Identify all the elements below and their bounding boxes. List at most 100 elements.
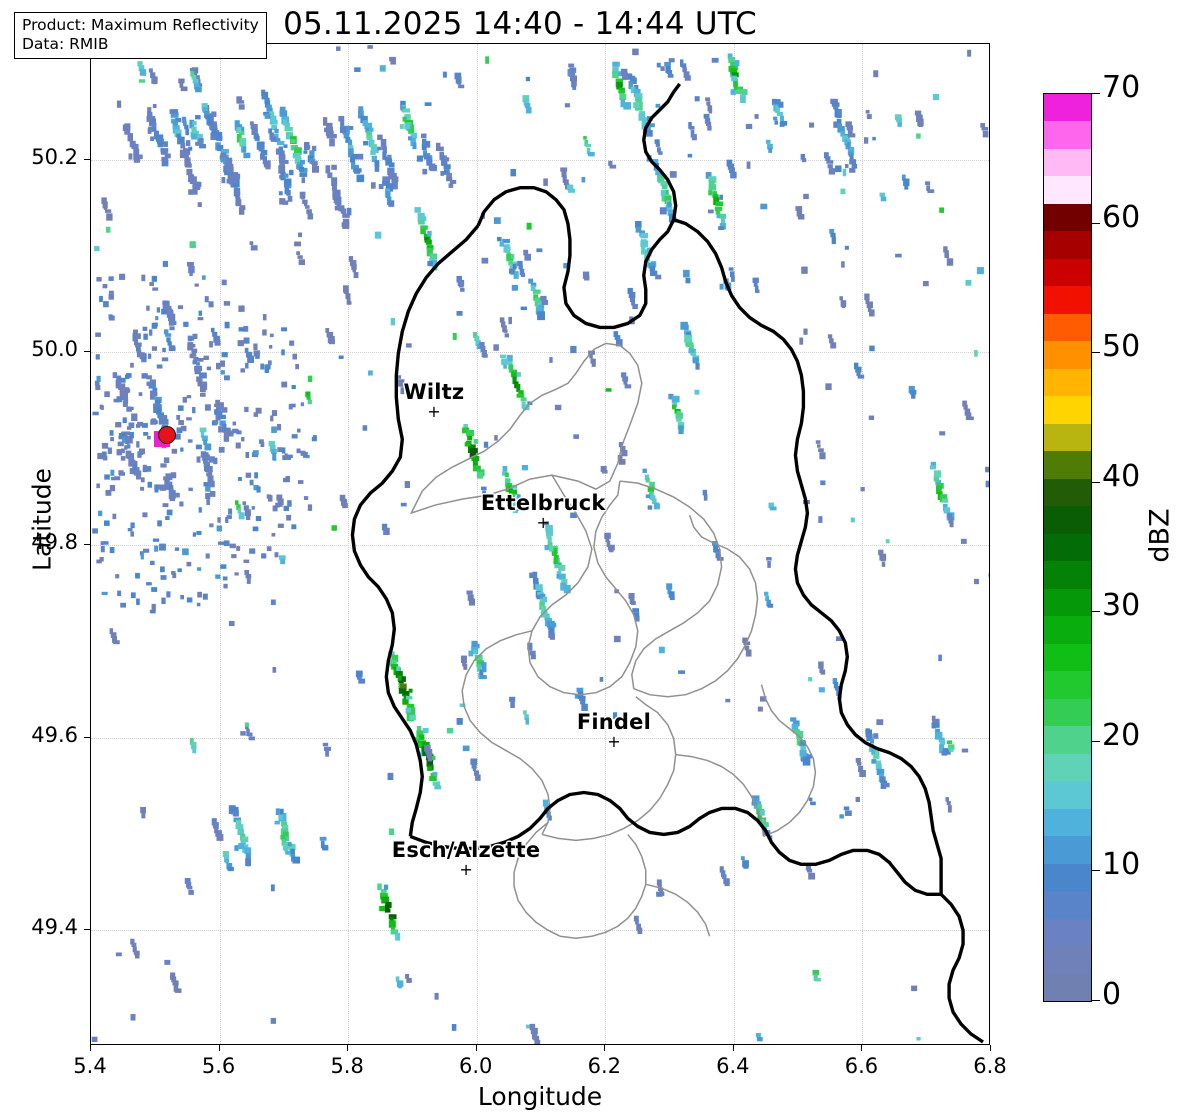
- radar-echo-pixel: [573, 79, 577, 87]
- radar-echo-pixel: [875, 763, 882, 770]
- radar-echo-pixel: [406, 703, 415, 709]
- radar-echo-pixel: [237, 828, 244, 836]
- colorbar-tick-label: 20: [1102, 717, 1141, 753]
- radar-echo-pixel: [363, 141, 369, 146]
- gridline-vertical: [348, 44, 350, 1044]
- radar-echo-pixel: [192, 333, 198, 340]
- radar-echo-pixel: [398, 676, 406, 682]
- radar-echo-pixel: [962, 400, 967, 407]
- colorbar-tick: [1091, 222, 1100, 224]
- radar-echo-pixel: [464, 442, 471, 447]
- radar-echo-pixel: [404, 123, 411, 130]
- radar-echo-pixel: [472, 649, 477, 655]
- radar-echo-pixel: [176, 133, 181, 138]
- radar-echo-pixel: [293, 147, 302, 155]
- radar-echo-pixel: [402, 690, 410, 697]
- radar-echo-pixel: [418, 220, 425, 225]
- radar-echo-pixel: [343, 131, 350, 139]
- radar-echo-pixel: [660, 189, 666, 196]
- radar-echo-pixel: [296, 251, 301, 255]
- radar-echo-pixel: [939, 744, 945, 754]
- x-axis-label: Longitude: [477, 1082, 603, 1111]
- radar-echo-pixel: [254, 135, 260, 141]
- radar-echo-pixel: [480, 662, 487, 667]
- radar-echo-pixel: [322, 742, 329, 747]
- radar-echo-pixel: [292, 152, 301, 159]
- radar-echo-pixel: [266, 494, 272, 499]
- radar-echo-pixel: [163, 329, 169, 335]
- colorbar-tick: [1091, 870, 1100, 872]
- radar-echo-pixel: [171, 448, 178, 454]
- radar-echo-pixel: [190, 344, 196, 348]
- radar-echo-pixel: [864, 293, 870, 301]
- radar-echo-pixel: [269, 344, 273, 349]
- radar-echo-pixel: [135, 333, 141, 340]
- radar-echo-pixel: [421, 133, 427, 139]
- radar-echo-pixel: [516, 494, 521, 500]
- radar-echo-pixel: [690, 130, 695, 138]
- radar-echo-pixel: [309, 150, 315, 159]
- radar-echo-pixel: [325, 165, 331, 174]
- radar-echo-pixel: [177, 568, 182, 573]
- radar-echo-pixel: [138, 79, 146, 83]
- map-plot-area[interactable]: [90, 43, 990, 1045]
- city-marker-cross: +: [536, 513, 550, 532]
- radar-echo-pixel: [843, 806, 850, 811]
- radar-echo-pixel: [238, 843, 245, 850]
- radar-echo-pixel: [655, 169, 662, 176]
- x-tick: [90, 1045, 91, 1051]
- radar-echo-pixel: [829, 228, 835, 234]
- colorbar: [1043, 93, 1092, 1002]
- radar-echo-pixel: [101, 197, 107, 204]
- radar-echo-pixel: [405, 707, 412, 714]
- radar-echo-pixel: [139, 352, 145, 358]
- radar-echo-pixel: [285, 850, 291, 855]
- gridline-vertical: [605, 44, 607, 1044]
- radar-echo-pixel: [189, 738, 194, 745]
- radar-echo-pixel: [508, 260, 513, 266]
- colorbar-band: [1044, 698, 1091, 727]
- radar-echo-pixel: [388, 920, 396, 928]
- radar-echo-pixel: [845, 121, 852, 128]
- radar-echo-pixel: [810, 801, 816, 806]
- radar-echo-pixel: [124, 435, 133, 444]
- radar-echo-pixel: [98, 510, 103, 517]
- radar-echo-pixel: [767, 603, 774, 608]
- radar-echo-pixel: [456, 275, 462, 283]
- radar-echo-pixel: [754, 114, 759, 119]
- radar-echo-pixel: [826, 160, 834, 164]
- radar-echo-pixel: [212, 822, 219, 829]
- radar-echo-pixel: [563, 263, 571, 269]
- radar-echo-pixel: [362, 425, 368, 431]
- radar-echo-pixel: [378, 184, 384, 190]
- radar-echo-pixel: [192, 121, 197, 126]
- radar-echo-pixel: [277, 523, 284, 528]
- radar-echo-pixel: [244, 722, 249, 727]
- radar-echo-pixel: [659, 887, 664, 894]
- radar-echo-pixel: [601, 469, 608, 474]
- radar-echo-pixel: [211, 111, 217, 117]
- radar-echo-pixel: [426, 245, 434, 250]
- radar-echo-pixel: [189, 176, 197, 185]
- radar-echo-pixel: [462, 427, 470, 434]
- radar-echo-pixel: [427, 230, 432, 237]
- radar-echo-pixel: [146, 466, 152, 472]
- radar-echo-pixel: [370, 150, 376, 155]
- radar-echo-pixel: [278, 555, 286, 560]
- radar-echo-pixel: [618, 71, 623, 77]
- radar-echo-pixel: [179, 501, 184, 507]
- radar-echo-pixel: [269, 444, 276, 452]
- radar-echo-pixel: [686, 332, 692, 337]
- radar-echo-pixel: [240, 839, 246, 846]
- radar-echo-pixel: [126, 452, 135, 459]
- radar-echo-pixel: [669, 171, 677, 178]
- radar-echo-pixel: [380, 889, 387, 894]
- radar-echo-pixel: [295, 363, 300, 370]
- radar-echo-pixel: [187, 439, 193, 443]
- radar-echo-pixel: [262, 329, 267, 336]
- radar-echo-pixel: [926, 185, 931, 192]
- radar-echo-pixel: [663, 189, 669, 197]
- radar-echo-pixel: [305, 205, 310, 209]
- radar-echo-pixel: [281, 327, 288, 332]
- radar-echo-pixel: [581, 703, 588, 711]
